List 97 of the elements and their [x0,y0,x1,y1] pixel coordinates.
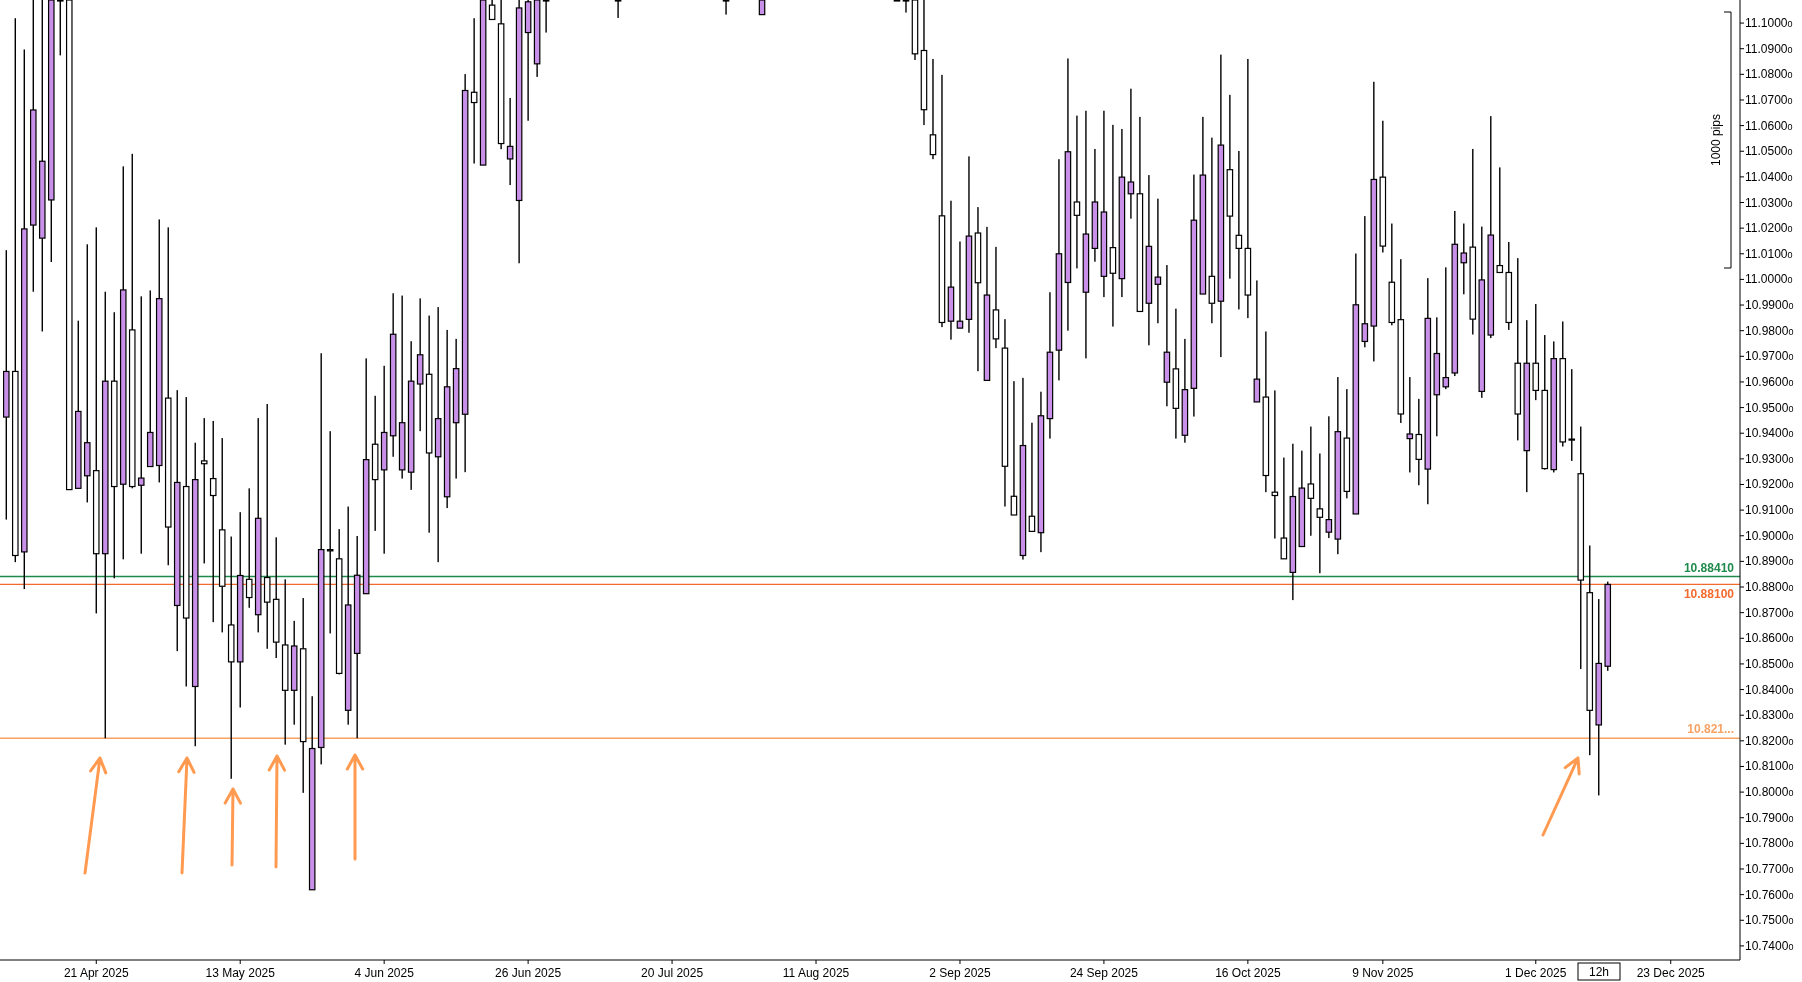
candlestick [1442,267,1450,390]
candlestick [1280,457,1288,560]
x-tick-label: 20 Jul 2025 [641,966,704,980]
y-tick-label: 11.02000 [1745,221,1793,236]
candlestick [1028,422,1036,532]
candlestick [1244,58,1252,319]
y-tick-label: 10.99000 [1745,298,1794,313]
candlestick [506,97,514,186]
x-tick-label: 24 Sep 2025 [1069,966,1139,980]
y-tick-label: 10.94000 [1745,426,1794,441]
candlestick [1163,265,1171,407]
text: 12h [1588,965,1610,979]
candlestick [380,365,388,554]
y-tick-label: 10.83000 [1745,708,1794,723]
x-tick-label: 4 Jun 2025 [354,966,415,980]
candlestick [974,207,982,372]
y-tick-label: 11.00000 [1745,272,1793,287]
y-tick-label: 10.74000 [1745,938,1794,953]
x-tick-label: 21 Apr 2025 [63,966,129,980]
candlestick [1172,308,1180,439]
y-tick-label: 10.90000 [1745,528,1794,543]
candlestick [1154,198,1162,324]
candlestick [1433,317,1441,437]
ref-line-label: 10.821... [1687,722,1734,737]
y-tick-label: 10.89000 [1745,554,1794,569]
candlestick [1145,175,1153,346]
x-tick-label: 2 Sep 2025 [929,966,991,980]
candlestick [425,315,433,533]
candlestick [956,241,964,329]
y-tick-label: 10.88000 [1745,580,1794,595]
y-tick-label: 11.09000 [1745,41,1793,56]
y-tick-label: 11.03000 [1745,195,1793,210]
y-tick-label: 10.81000 [1745,759,1794,774]
candlestick [1082,110,1090,359]
y-tick-label: 10.98000 [1745,323,1794,338]
x-tick-label: 16 Oct 2025 [1215,966,1281,980]
y-tick-label: 10.95000 [1745,400,1794,415]
y-tick-label: 10.75000 [1745,913,1794,928]
y-tick-label: 10.78000 [1745,836,1794,851]
y-tick-label: 10.76000 [1745,887,1794,902]
y-tick-label: 10.82000 [1745,733,1794,748]
y-tick-label: 10.77000 [1745,862,1794,876]
y-tick-label: 10.91000 [1745,503,1794,518]
candlestick [947,200,955,340]
candlestick [326,431,334,634]
annotation: 1000 pips [1709,113,1723,167]
y-tick-label: 11.07000 [1745,92,1793,107]
candlestick [1226,94,1234,279]
candlestick [929,58,937,160]
ref-line-label: 10.88100 [1683,587,1735,602]
y-tick-label: 10.96000 [1745,374,1794,389]
y-tick-label: 10.92000 [1745,477,1794,492]
candlestick [1127,88,1135,219]
y-tick-label: 10.86000 [1745,631,1794,646]
candlestick [1316,453,1324,574]
x-tick-label: 11 Aug 2025 [782,966,850,980]
candlestick [371,395,379,531]
candlestick [1109,124,1117,327]
candlestick [1208,137,1216,324]
y-tick-label: 10.97000 [1745,349,1794,364]
candlestick [1073,115,1081,269]
y-tick-label: 10.85000 [1745,656,1794,671]
y-tick-label: 10.80000 [1745,785,1794,800]
candlestick [1010,381,1018,516]
candlestick [902,0,910,13]
y-tick-label: 10.87000 [1745,605,1794,620]
candlestick [1415,398,1423,486]
y-tick-label: 10.79000 [1745,810,1794,825]
candlestick [1307,426,1315,536]
candlestick [398,295,406,479]
y-tick-label: 10.84000 [1745,682,1794,697]
x-tick-label: 1 Dec 2025 [1505,966,1567,980]
candlestick [722,0,730,15]
candlestick [1235,150,1243,310]
x-tick-label: 23 Dec 2025 [1636,966,1706,980]
candlestick [614,0,622,18]
y-tick-label: 11.10000 [1745,16,1793,31]
y-tick-label: 10.93000 [1745,451,1794,466]
y-tick-label: 11.08000 [1745,67,1793,82]
y-tick-label: 11.06000 [1745,118,1793,133]
candlestick [1100,110,1108,298]
x-tick-label: 13 May 2025 [205,966,276,980]
candlestick [1253,280,1261,403]
ref-line-label: 10.88410 [1683,560,1735,575]
x-tick-label: 9 Nov 2025 [1352,966,1414,980]
candlestick [1361,216,1369,348]
candlestick [416,298,424,432]
y-tick-label: 11.01000 [1745,246,1793,261]
y-tick-label: 11.05000 [1745,144,1793,159]
candlestick [992,246,1000,349]
candlestick [1325,416,1333,539]
x-tick-label: 26 Jun 2025 [495,966,562,980]
candlestick [434,307,442,563]
y-tick-label: 11.04000 [1745,169,1793,184]
candlestick [542,0,550,33]
candlestick [1406,377,1414,473]
candlestick [524,0,532,121]
